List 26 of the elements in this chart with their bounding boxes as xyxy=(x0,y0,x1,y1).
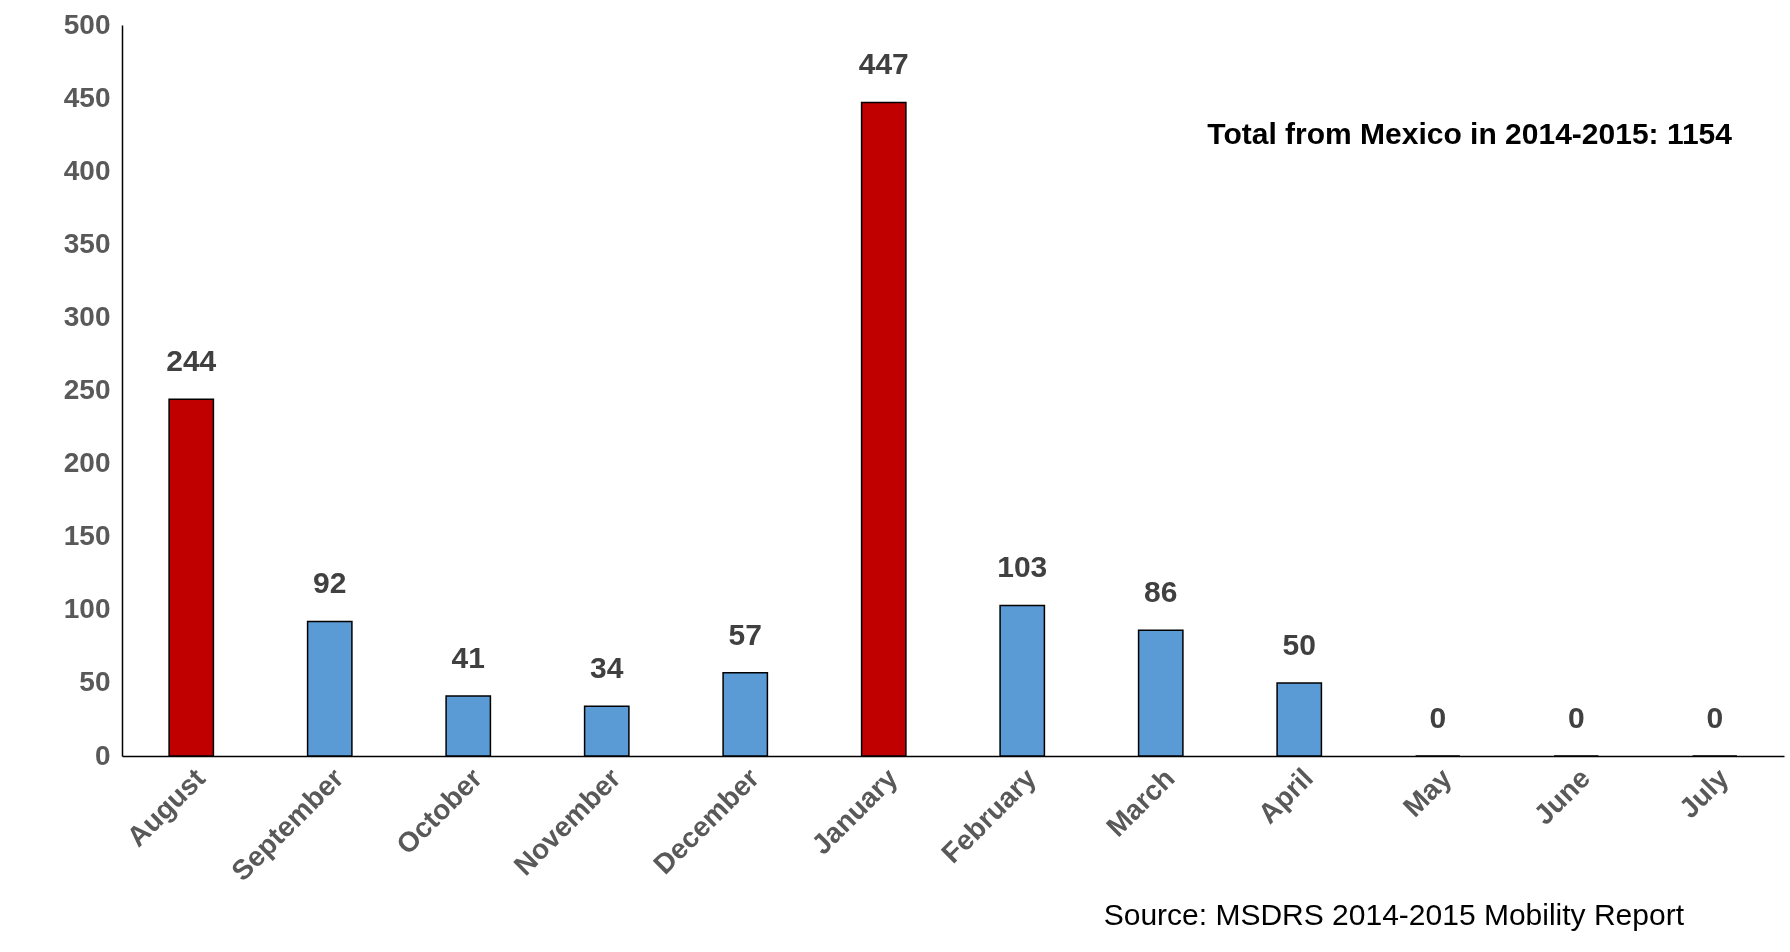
data-label: 86 xyxy=(1144,575,1178,609)
data-label: 41 xyxy=(451,641,485,675)
data-label: 34 xyxy=(590,651,624,685)
data-label: 447 xyxy=(858,47,909,81)
source-note: Source: MSDRS 2014-2015 Mobility Report xyxy=(1103,898,1685,931)
data-label: 244 xyxy=(166,344,217,378)
y-tick-label: 200 xyxy=(63,447,111,479)
data-label: 103 xyxy=(997,550,1048,584)
annotation: Total from Mexico in 2014-2015: 1154 xyxy=(1207,117,1733,150)
data-label: 57 xyxy=(728,617,762,651)
y-tick-label: 450 xyxy=(63,81,111,113)
x-tick-label: May xyxy=(1397,762,1458,823)
y-tick-label: 0 xyxy=(94,739,111,771)
data-label: 92 xyxy=(313,566,347,600)
data-label: 0 xyxy=(1567,701,1585,734)
data-label: 0 xyxy=(1706,701,1724,734)
y-tick-label: 300 xyxy=(63,300,111,332)
y-tick-label: 150 xyxy=(63,520,111,552)
y-tick-label: 50 xyxy=(79,666,111,698)
y-tick-label: 500 xyxy=(63,8,111,40)
y-tick-label: 250 xyxy=(63,374,111,405)
y-tick-label: 100 xyxy=(63,593,111,625)
y-tick-label: 400 xyxy=(63,154,111,186)
data-label: 50 xyxy=(1282,627,1316,661)
data-label: 0 xyxy=(1429,701,1447,734)
y-tick-label: 350 xyxy=(63,227,111,259)
